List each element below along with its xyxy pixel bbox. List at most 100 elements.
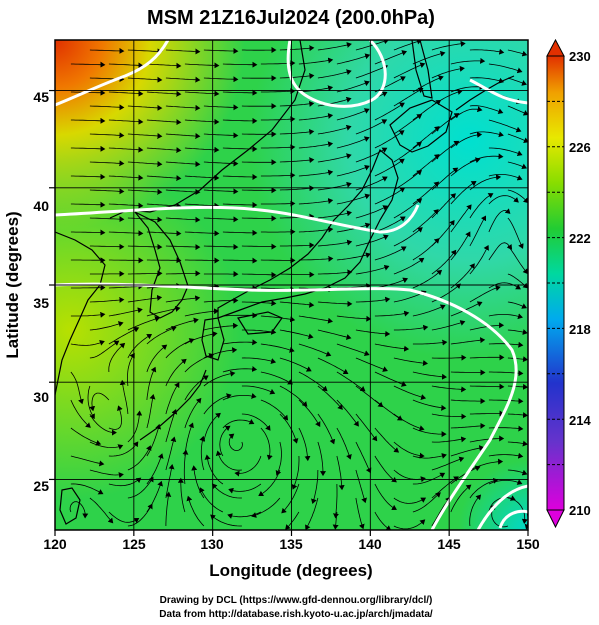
streamline-arrow [317, 357, 349, 375]
streamline-arrow [211, 483, 242, 499]
streamline-arrow [336, 108, 370, 121]
streamline-arrow [227, 511, 262, 519]
streamline-arrow [146, 90, 182, 97]
streamline-arrow [260, 88, 296, 95]
streamline-arrow [412, 339, 448, 346]
streamline-arrow [89, 392, 110, 412]
streamline-arrow [241, 300, 277, 307]
streamline-arrow [260, 343, 295, 353]
streamline-arrow [507, 77, 527, 86]
streamline-arrow [431, 320, 466, 331]
streamline-arrow [374, 399, 403, 421]
streamline-arrow [488, 313, 523, 320]
streamline-arrow [279, 385, 308, 407]
streamline-arrow [146, 202, 182, 209]
streamline-arrow [355, 497, 365, 530]
streamline-arrow [317, 153, 352, 163]
streamline-arrow [355, 296, 391, 303]
streamline-arrow [355, 119, 388, 135]
streamline-arrow [146, 423, 162, 457]
streamline-arrow [336, 53, 371, 65]
streamline-arrow [450, 301, 483, 317]
streamline-arrow [412, 453, 447, 459]
streamline-arrow [165, 491, 172, 526]
colorbar-label: 222 [569, 231, 591, 246]
streamline-arrow [222, 89, 258, 96]
streamline-arrow [317, 96, 352, 107]
streamline-arrow [146, 366, 157, 401]
streamline-arrow [393, 198, 423, 219]
streamline-arrow [203, 132, 239, 139]
streamline-arrow [165, 408, 178, 443]
streamline-arrow [374, 277, 409, 289]
streamline-arrow [317, 300, 353, 307]
streamline-arrow [336, 343, 370, 357]
streamline-arrow [146, 175, 182, 182]
streamline-arrow [70, 399, 91, 428]
streamline-arrow [374, 343, 410, 352]
streamline-arrow [393, 169, 422, 191]
streamline-arrow [165, 338, 195, 359]
streamline-arrow [127, 352, 135, 387]
streamline-arrow [507, 329, 528, 335]
streamline-arrow [507, 105, 528, 116]
streamline-arrow [70, 311, 106, 318]
streamline-arrow [222, 257, 258, 264]
streamline-arrow [204, 454, 224, 485]
streamline-arrow [127, 410, 143, 443]
streamline-arrow [355, 329, 391, 337]
streamline-arrow [89, 243, 125, 250]
streamline-arrow [279, 301, 315, 308]
streamline-arrow [317, 441, 326, 477]
streamline-arrow [89, 216, 125, 223]
streamline-arrow [146, 344, 168, 373]
streamline-arrow [310, 469, 319, 505]
streamline-arrow [374, 158, 405, 177]
streamline-arrow [251, 497, 281, 518]
streamline-arrow [203, 48, 239, 55]
streamline-arrow [336, 455, 345, 491]
colorbar-top-arrow [546, 38, 565, 57]
y-tick-label: 45 [33, 89, 49, 105]
streamline-arrow [298, 198, 334, 205]
axis-ticks [49, 89, 529, 536]
streamline-arrow [488, 398, 524, 405]
streamline-arrow [431, 65, 465, 79]
streamline-arrow [336, 315, 372, 322]
streamline-arrow [222, 174, 258, 180]
streamline-arrow [260, 200, 296, 207]
streamline-arrow [317, 385, 343, 410]
streamline-arrow [146, 394, 156, 429]
temperature-contours [55, 40, 528, 530]
streamline-arrow [355, 264, 390, 275]
streamline-arrow [374, 511, 392, 530]
streamline-arrow [305, 497, 319, 530]
y-tick-label: 40 [33, 198, 49, 214]
streamline-arrow [241, 357, 277, 364]
streamline-arrow [450, 445, 485, 457]
streamline-arrow [70, 201, 106, 208]
x-tick-label: 145 [437, 536, 461, 552]
streamline-arrow [165, 76, 201, 83]
streamline-arrow [374, 483, 397, 511]
streamline-arrow [184, 397, 202, 429]
streamline-arrow [450, 398, 486, 405]
streamline-arrow [165, 161, 201, 168]
x-tick-labels: 120 125 130 135 140 145 150 [43, 536, 540, 552]
colorbar-label: 210 [569, 503, 591, 518]
streamline-arrow [165, 189, 201, 196]
streamline-arrow [281, 483, 300, 514]
streamline-arrow [412, 238, 440, 261]
streamline-arrow [469, 245, 489, 275]
streamline-arrow [199, 487, 224, 513]
streamline-arrow [469, 435, 505, 443]
streamline-arrow [165, 132, 201, 139]
streamline-arrow [431, 354, 467, 361]
streamline-arrow [488, 208, 511, 233]
streamline-arrow [260, 371, 293, 385]
streamline-arrow [119, 379, 129, 415]
streamline-arrow [108, 307, 143, 317]
streamline-arrow [215, 450, 242, 471]
streamline-arrow [222, 117, 258, 124]
streamline-arrow [279, 329, 314, 340]
